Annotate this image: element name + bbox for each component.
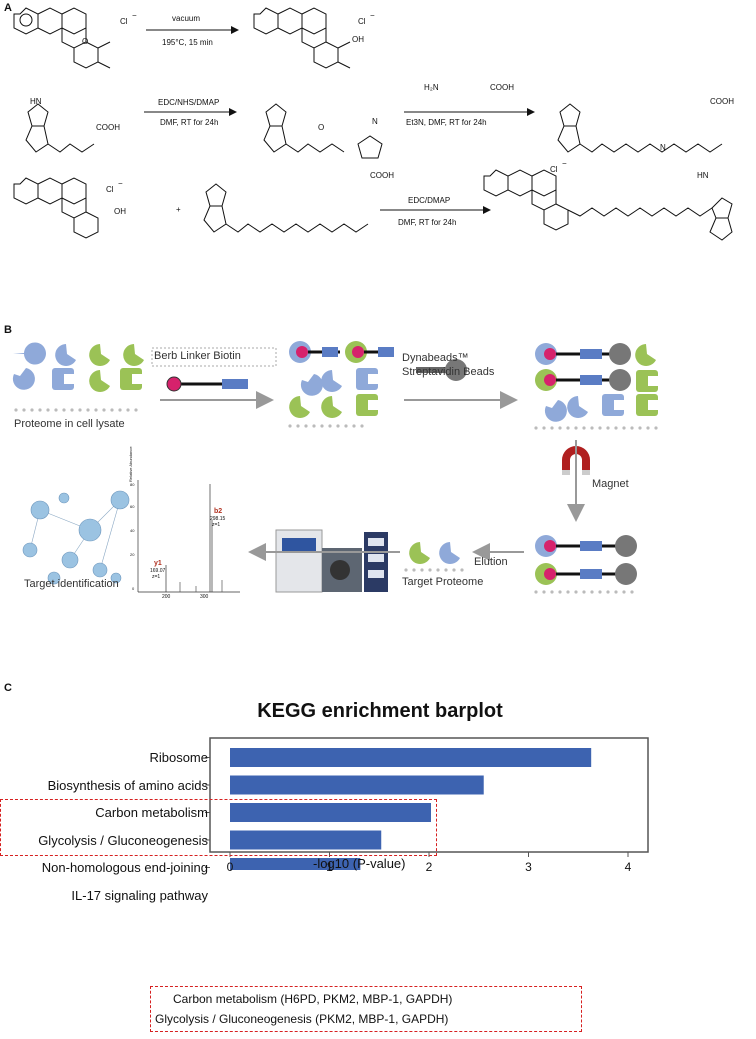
nhs-n-label: N [372, 117, 378, 126]
eluted-bead-complexes [535, 535, 637, 585]
biotin-structure [25, 103, 95, 153]
reaction-1-bottom: 195°C, 15 min [162, 38, 213, 47]
spectrum-peak1-value: 169.07 [150, 568, 166, 574]
cooh-label-2: COOH [490, 83, 514, 92]
streptavidin-bead-icon [416, 359, 467, 381]
berberine-structure [13, 7, 111, 69]
biotin-nhs-structure [263, 103, 383, 159]
proteome-label: Proteome in cell lysate [14, 418, 125, 430]
spectrum-ytick-40: 40 [130, 528, 135, 533]
ester-o-label: O [318, 123, 324, 132]
reaction-4-top: EDC/DMAP [408, 196, 451, 205]
kegg-bar-chart [205, 737, 649, 870]
cooh-label-4: COOH [370, 171, 394, 180]
spectrum-ytick-80: 80 [130, 482, 135, 487]
probe-bound-proteins [289, 341, 394, 418]
target-identification-label: Target identification [24, 578, 119, 590]
probe-icon [166, 376, 248, 392]
bar-0 [230, 748, 592, 767]
target-proteome-label: Target Proteome [402, 576, 484, 588]
beads-label-1: Dynabeads™ [402, 352, 469, 364]
bar-4 [230, 858, 361, 870]
ms-spectrum [137, 480, 240, 593]
panel-label-b: B [4, 324, 12, 336]
workflow-diagram [12, 341, 658, 594]
bar-3 [230, 830, 382, 850]
elution-label: Elution [474, 556, 508, 568]
spectrum-peak1: y1 [154, 560, 162, 567]
spectrum-ytick-20: 20 [130, 552, 135, 557]
reaction-4-bottom: DMF, RT for 24h [398, 218, 457, 227]
spectrum-xtick-300: 300 [200, 594, 209, 600]
bar-2 [230, 803, 431, 822]
cooh-label-3: COOH [710, 97, 734, 106]
cl-label-2: Cl [358, 17, 366, 26]
berberrubine-structure [253, 7, 351, 69]
reaction-2-bottom: DMF, RT for 24h [160, 118, 219, 127]
magnet-icon [562, 446, 590, 475]
reaction-1-top: vacuum [172, 14, 201, 23]
pathway-genes-line-1: Carbon metabolism (H6PD, PKM2, MBP-1, GA… [173, 992, 453, 1006]
spectrum-xtick-200: 200 [162, 594, 171, 600]
probe-label-box [151, 347, 277, 367]
magnet-label: Magnet [592, 478, 629, 490]
synthesis-scheme: Cl− O Cl− OH COOH HN O N H₂N COOH COOH N… [13, 7, 734, 241]
cl-label-4: Cl [550, 165, 558, 174]
panel-label-a: A [4, 2, 12, 14]
x-axis-label: -log10 (P-value) [313, 856, 406, 871]
proteome-shapes [12, 342, 144, 392]
plus-sign-scheme: + [176, 205, 181, 214]
cl-label-3: Cl [106, 185, 114, 194]
svg-text:−: − [132, 11, 137, 20]
spectrum-peak1-z: z=1 [152, 574, 161, 580]
svg-text:−: − [370, 11, 375, 20]
berberine-biotin-probe-structure [483, 169, 733, 241]
spectrum-peak2-z: z=1 [212, 522, 221, 528]
svg-text:−: − [562, 159, 567, 168]
hn-label-2: HN [697, 171, 709, 180]
category-label-5: IL-17 signaling pathway [71, 887, 208, 903]
cooh-label-1: COOH [96, 123, 120, 132]
biotin-linker-structure [557, 103, 723, 153]
reaction-3-bottom: Et3N, DMF, RT for 24h [406, 118, 487, 127]
spectrum-ytick-60: 60 [130, 504, 135, 509]
oh-label-1: OH [352, 35, 364, 44]
pathway-genes-line-2: Glycolysis / Gluconeogenesis (PKM2, MBP-… [155, 1012, 449, 1026]
cl-label-1: Cl [120, 17, 128, 26]
spectrum-peak2-value: 298.15 [210, 516, 226, 522]
spectrum-ytick-0: 0 [132, 586, 135, 591]
chart-title: KEGG enrichment barplot [257, 700, 503, 722]
beads-label-2: Streptavidin Beads [402, 366, 495, 378]
molecular-network-icon [22, 490, 130, 585]
mass-spectrometer-icon [275, 529, 388, 593]
methoxy-label-1: O [82, 37, 88, 46]
amide-n-label: N [660, 143, 666, 152]
biotin-linker-structure-2 [203, 183, 369, 233]
berberrubine-structure-2 [13, 177, 99, 239]
pathway-genes-box: Carbon metabolism (H6PD, PKM2, MBP-1, GA… [150, 986, 582, 1032]
svg-text:−: − [118, 179, 123, 188]
bar-1 [230, 775, 484, 795]
aminohexanoic-label: H₂N [424, 83, 439, 92]
spectrum-y-label: Relative Abundance [128, 446, 133, 482]
reaction-2-top: EDC/NHS/DMAP [158, 98, 220, 107]
oh-label-2: OH [114, 207, 126, 216]
bead-captured-complexes [535, 343, 658, 422]
target-proteome-shapes [409, 542, 460, 564]
panel-label-c: C [4, 682, 12, 694]
hn-label-1: HN [30, 97, 42, 106]
probe-label: Berb Linker Biotin [154, 350, 241, 362]
spectrum-peak2: b2 [214, 508, 223, 515]
